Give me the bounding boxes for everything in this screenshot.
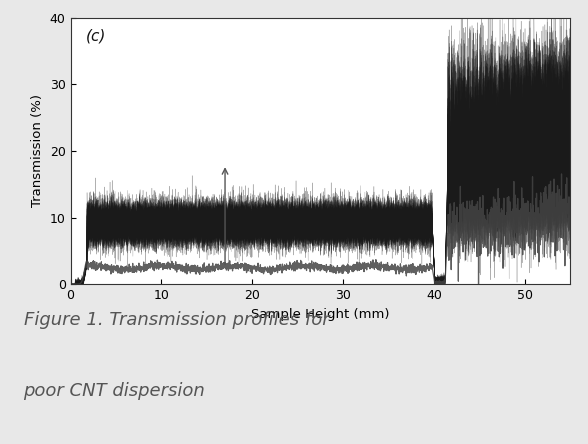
Y-axis label: Transmission (%): Transmission (%) [31,95,44,207]
X-axis label: Sample Height (mm): Sample Height (mm) [251,308,390,321]
Text: poor CNT dispersion: poor CNT dispersion [24,382,205,400]
Text: (c): (c) [86,28,106,44]
Text: Figure 1. Transmission profiles for: Figure 1. Transmission profiles for [24,311,329,329]
